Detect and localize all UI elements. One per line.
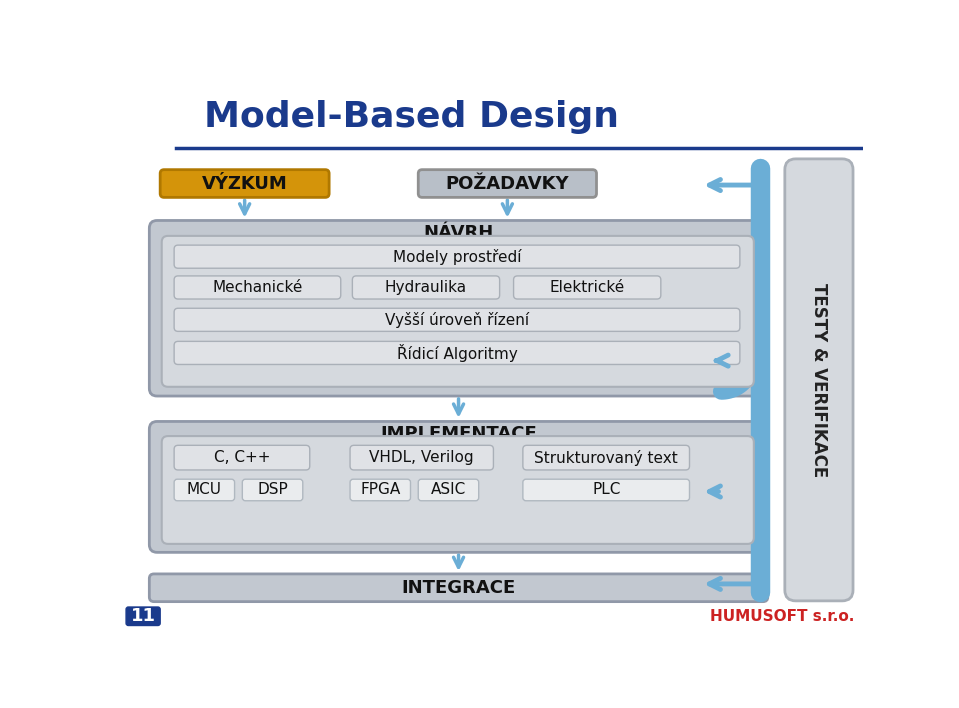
FancyBboxPatch shape [418, 170, 596, 198]
FancyBboxPatch shape [175, 245, 740, 268]
Text: ASIC: ASIC [431, 482, 466, 498]
Text: Vyšší úroveň řízení: Vyšší úroveň řízení [385, 312, 529, 328]
FancyBboxPatch shape [418, 479, 479, 501]
FancyBboxPatch shape [523, 445, 690, 470]
FancyBboxPatch shape [175, 341, 740, 365]
FancyBboxPatch shape [784, 159, 853, 601]
FancyBboxPatch shape [126, 607, 160, 625]
Text: Strukturovaný text: Strukturovaný text [534, 450, 678, 466]
FancyBboxPatch shape [514, 276, 661, 299]
FancyBboxPatch shape [162, 236, 754, 387]
Text: VÝZKUM: VÝZKUM [201, 174, 288, 193]
FancyBboxPatch shape [150, 421, 768, 552]
Text: POŽADAVKY: POŽADAVKY [446, 174, 570, 193]
FancyBboxPatch shape [175, 276, 340, 299]
Text: DSP: DSP [257, 482, 288, 498]
FancyBboxPatch shape [350, 445, 494, 470]
FancyBboxPatch shape [523, 479, 690, 501]
Text: FPGA: FPGA [361, 482, 401, 498]
Text: Model-Based Design: Model-Based Design [203, 101, 619, 135]
Text: 11: 11 [130, 607, 155, 625]
Text: Hydraulika: Hydraulika [385, 280, 467, 295]
FancyBboxPatch shape [175, 308, 740, 331]
FancyBboxPatch shape [150, 574, 768, 602]
Text: IMPLEMENTACE: IMPLEMENTACE [380, 425, 537, 442]
FancyBboxPatch shape [243, 479, 303, 501]
FancyBboxPatch shape [175, 445, 310, 470]
FancyBboxPatch shape [175, 479, 235, 501]
FancyBboxPatch shape [160, 170, 329, 198]
Text: Elektrické: Elektrické [550, 280, 625, 295]
Text: Mechanické: Mechanické [212, 280, 303, 295]
Text: Řídicí Algoritmy: Řídicí Algoritmy [397, 344, 517, 362]
FancyBboxPatch shape [350, 479, 410, 501]
FancyBboxPatch shape [352, 276, 500, 299]
Text: C, C++: C, C++ [214, 450, 270, 465]
Text: HUMUSOFT s.r.o.: HUMUSOFT s.r.o. [711, 609, 854, 624]
Text: INTEGRACE: INTEGRACE [402, 578, 516, 597]
Text: VHDL, Verilog: VHDL, Verilog [369, 450, 474, 465]
FancyBboxPatch shape [150, 220, 768, 396]
Text: NÁVRH: NÁVRH [424, 224, 494, 242]
Text: Modely prostředí: Modely prostředí [393, 249, 522, 265]
Text: TESTY & VERIFIKACE: TESTY & VERIFIKACE [810, 282, 828, 477]
Text: PLC: PLC [592, 482, 620, 498]
Text: MCU: MCU [187, 482, 222, 498]
FancyBboxPatch shape [162, 436, 754, 544]
